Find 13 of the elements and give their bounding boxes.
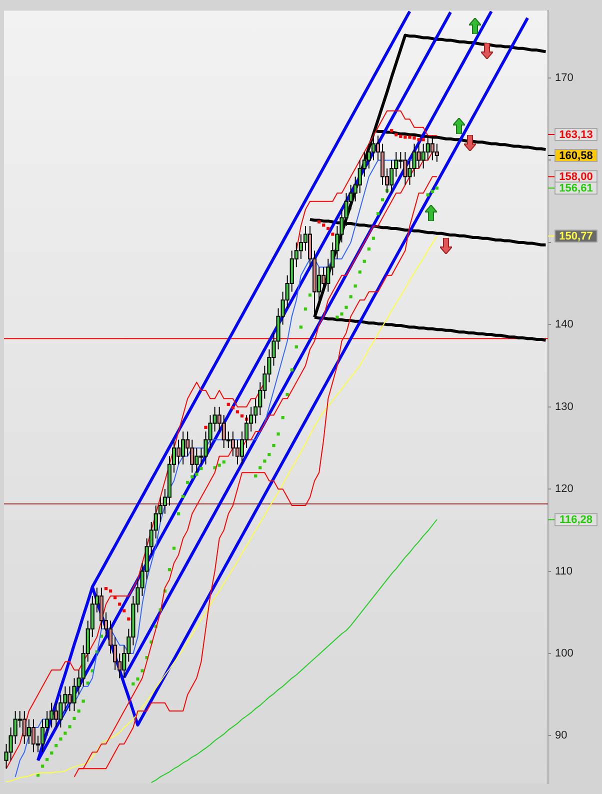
text: 156,61	[559, 182, 593, 195]
text: 116,28	[559, 514, 593, 526]
y-tick-label: 140	[555, 318, 574, 331]
text: 158,00	[559, 171, 593, 184]
text: 150,77	[559, 230, 593, 243]
y-tick-label: 130	[555, 400, 574, 413]
text: 160,58	[559, 150, 593, 162]
y-tick-label: 90	[555, 730, 568, 742]
y-tick-label: 100	[555, 648, 574, 660]
y-tick-label: 110	[555, 565, 573, 578]
text: 163,13	[559, 129, 593, 142]
y-tick-label: 170	[555, 72, 574, 84]
y-tick-label: 120	[555, 483, 574, 496]
